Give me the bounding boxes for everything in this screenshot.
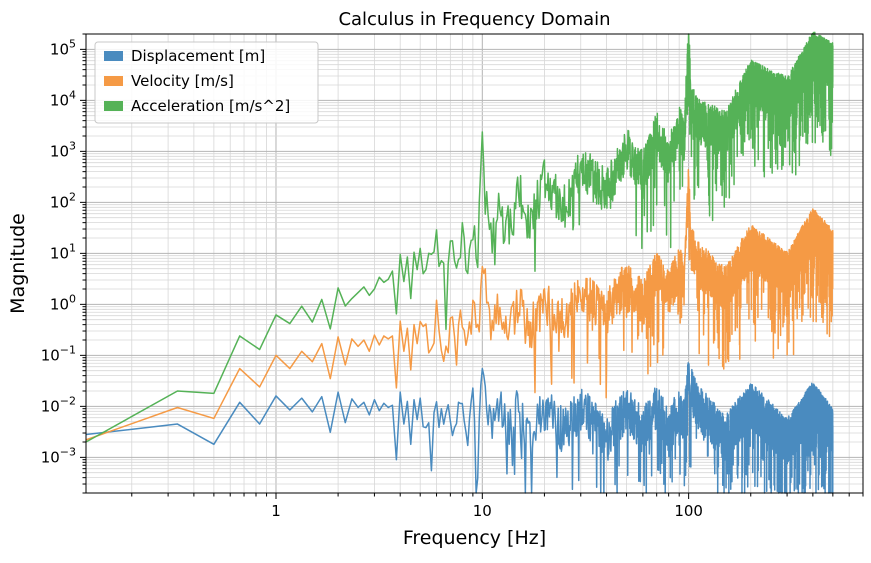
y-axis-label: Magnitude — [7, 213, 29, 314]
y-tick-label: 103 — [50, 139, 76, 160]
y-tick-label: 102 — [50, 190, 76, 211]
y-tick-label: 10−3 — [41, 445, 76, 466]
legend-label: Acceleration [m/s^2] — [131, 97, 290, 115]
legend-swatch — [104, 51, 123, 61]
x-tick-label: 10 — [473, 502, 492, 520]
x-tick-label: 100 — [674, 502, 703, 520]
series-line-3 — [85, 31, 834, 443]
y-tick-label: 105 — [50, 37, 76, 58]
series-line-1 — [85, 362, 834, 494]
y-tick-label: 10−2 — [41, 394, 76, 415]
y-tick-label: 101 — [50, 241, 76, 262]
legend-swatch — [104, 76, 123, 86]
y-tick-label: 10−1 — [41, 343, 76, 364]
legend-box — [94, 41, 319, 124]
x-tick-label: 1 — [271, 502, 281, 520]
y-tick-label: 100 — [50, 292, 76, 313]
legend-swatch — [104, 101, 123, 111]
legend: Displacement [m] Velocity [m/s] Accelerati… — [94, 41, 319, 124]
axis-ticks: 1 10 100 10−3 10−2 10−1 100 101 102 103 104 105 — [41, 33, 864, 520]
series-lines — [85, 31, 834, 494]
y-tick-label: 104 — [50, 88, 76, 109]
legend-label: Displacement [m] — [131, 47, 265, 65]
chart-title: Calculus in Frequency Domain — [338, 9, 610, 30]
legend-label: Velocity [m/s] — [131, 72, 234, 90]
series-line-2 — [85, 169, 834, 441]
x-axis-label: Frequency [Hz] — [403, 527, 546, 549]
plot-frame — [85, 33, 864, 494]
